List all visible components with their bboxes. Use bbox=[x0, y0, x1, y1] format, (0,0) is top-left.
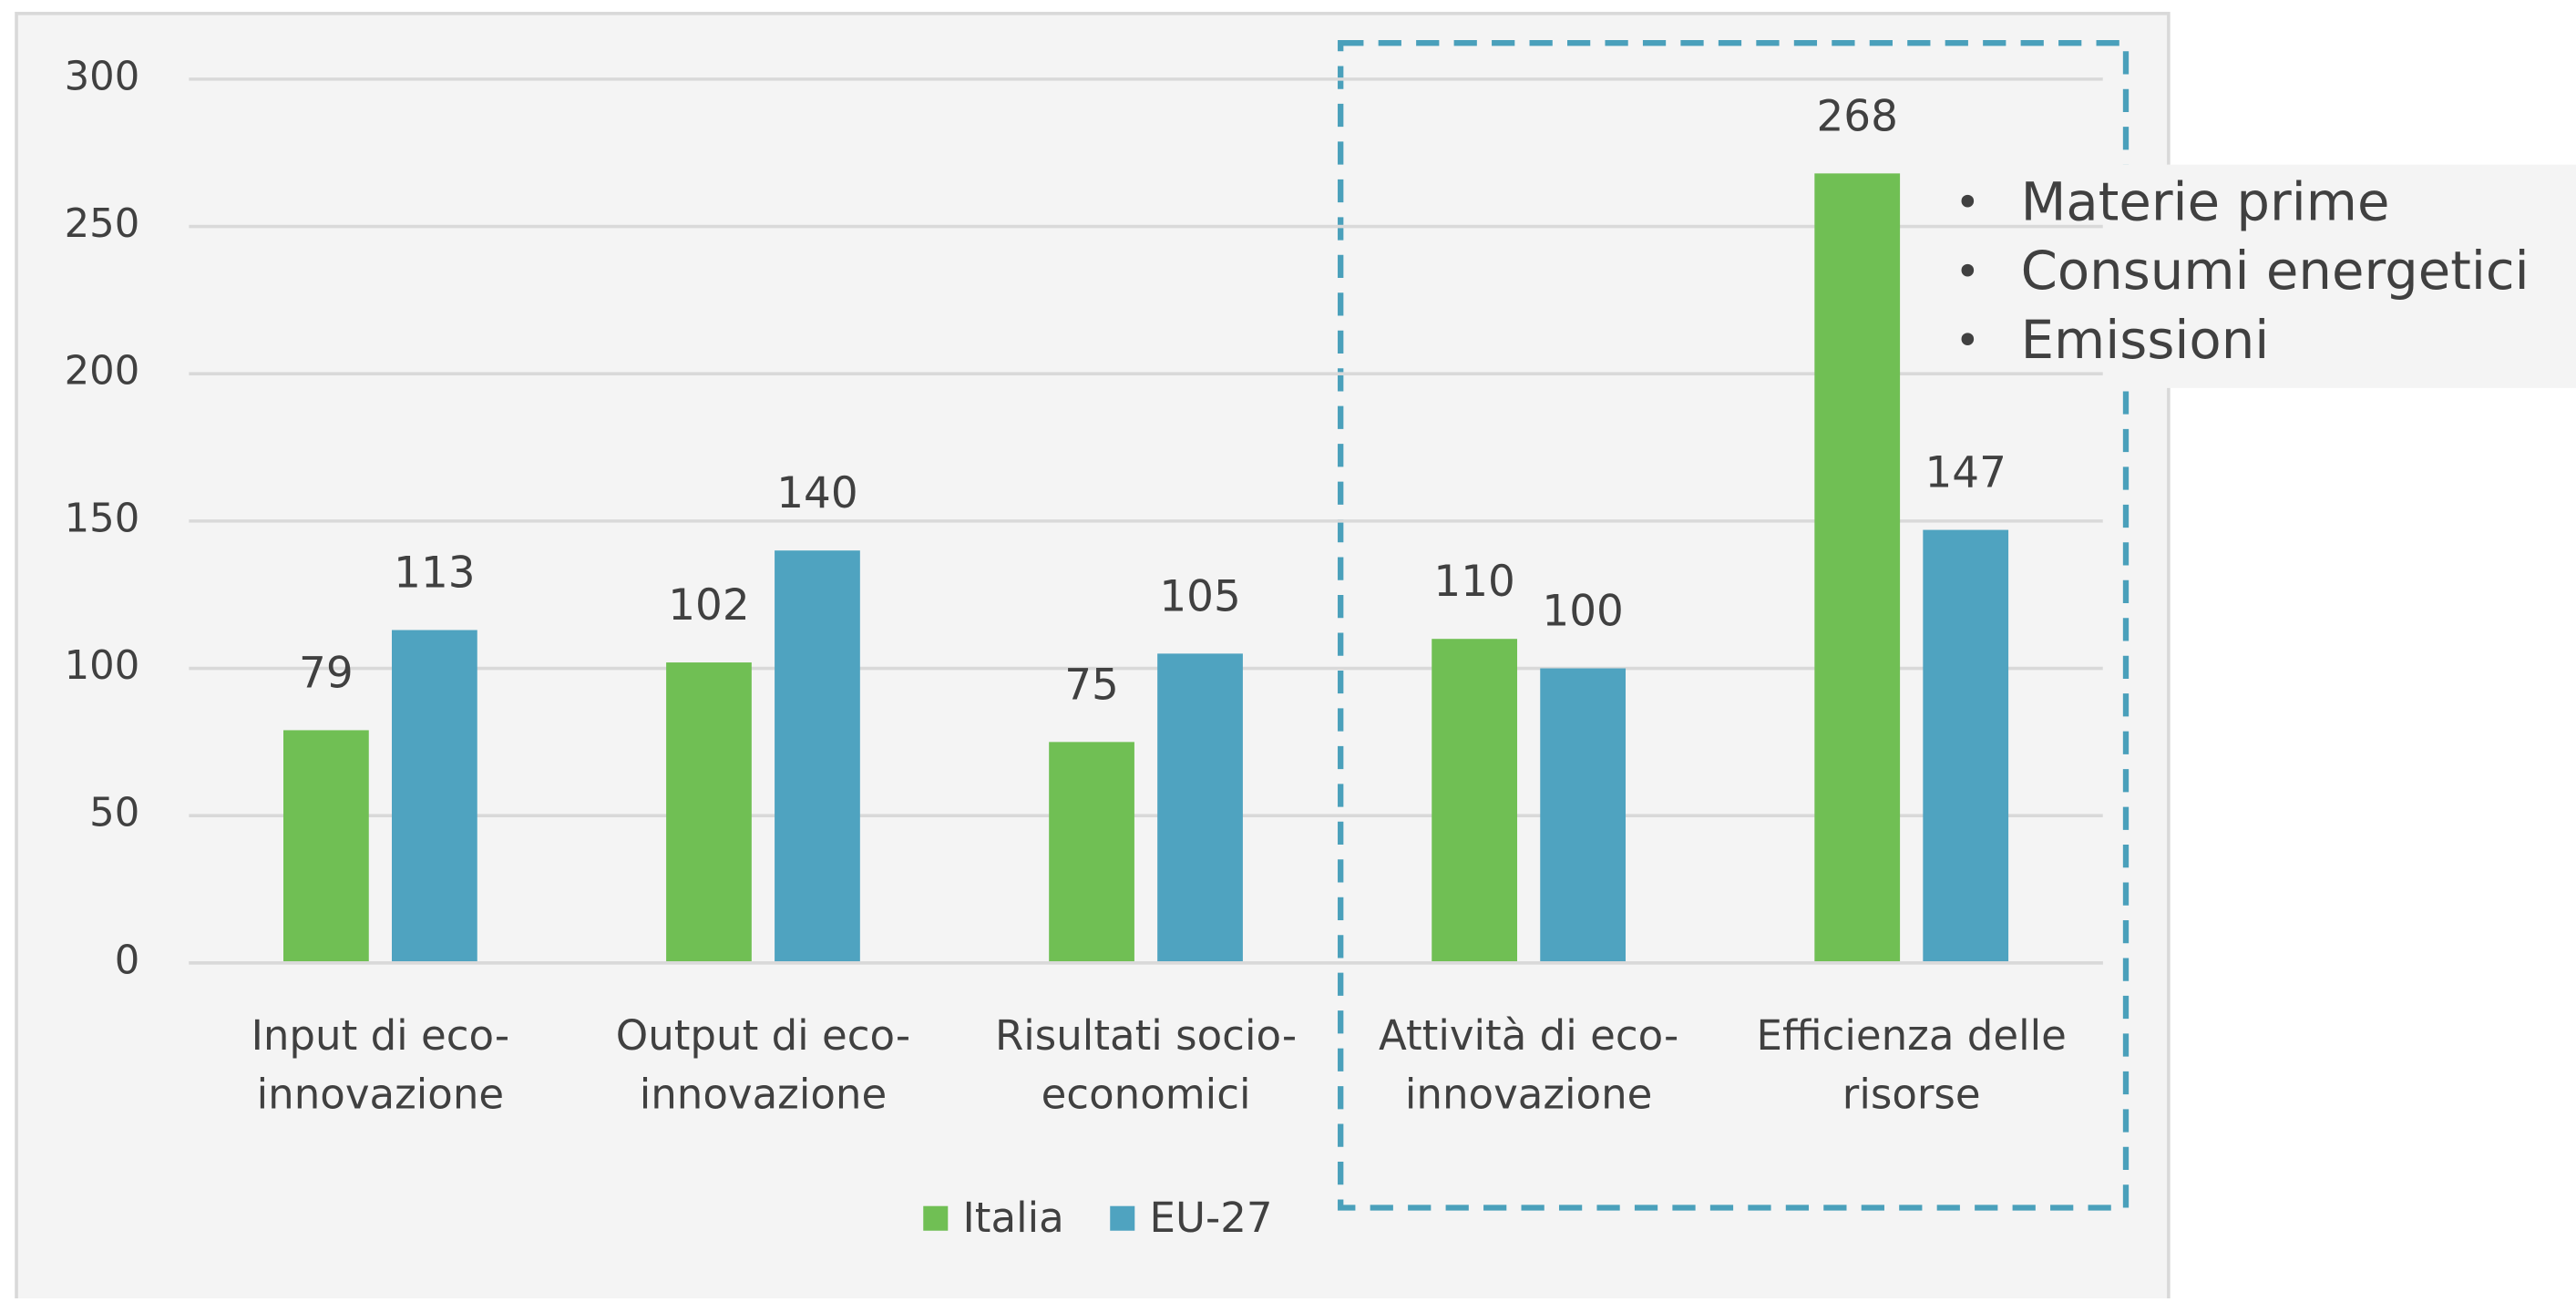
annotation-background bbox=[1938, 164, 2576, 388]
bar bbox=[775, 550, 860, 963]
data-label: 105 bbox=[1159, 571, 1240, 621]
x-tick-line: innovazione bbox=[257, 1071, 505, 1119]
x-tick-label: Risultati socio-economici bbox=[995, 1011, 1297, 1119]
highlight-box bbox=[1338, 40, 2130, 1211]
annotation: Consumi energetici bbox=[2021, 240, 2530, 302]
data-label: 75 bbox=[1064, 660, 1119, 710]
data-label: 100 bbox=[1542, 587, 1623, 637]
data-label: 79 bbox=[299, 648, 354, 698]
bar bbox=[391, 630, 477, 963]
annotation-bullet: • bbox=[1955, 178, 1980, 228]
bar bbox=[1432, 639, 1518, 963]
bar bbox=[1049, 742, 1134, 963]
data-label: 113 bbox=[394, 548, 475, 599]
x-tick-label: Efficienza delle risorse bbox=[1757, 1011, 2067, 1119]
x-tick-label: Attività di eco-innovazione bbox=[1379, 1011, 1678, 1119]
data-label: 140 bbox=[776, 468, 857, 518]
data-label: 110 bbox=[1433, 557, 1514, 607]
x-tick-line: risorse bbox=[1842, 1071, 1981, 1119]
y-tick-label: 0 bbox=[115, 938, 140, 983]
y-tick-label: 150 bbox=[65, 496, 140, 541]
annotation-bullet: • bbox=[1955, 316, 1980, 366]
data-label: 268 bbox=[1816, 91, 1897, 141]
legend-label: EU-27 bbox=[1150, 1194, 1273, 1242]
x-tick-line: Output di eco- bbox=[616, 1011, 910, 1060]
x-tick-line: Risultati socio- bbox=[995, 1011, 1297, 1060]
y-tick-label: 200 bbox=[65, 349, 140, 395]
x-tick-line: innovazione bbox=[640, 1071, 888, 1119]
x-tick-label: Output di eco-innovazione bbox=[616, 1011, 910, 1119]
bar bbox=[666, 662, 752, 963]
legend-swatch bbox=[1110, 1205, 1135, 1231]
y-tick-label: 100 bbox=[65, 643, 140, 689]
legend-swatch bbox=[923, 1205, 949, 1231]
annotation: Emissioni bbox=[2021, 309, 2270, 371]
x-tick-line: Attività di eco- bbox=[1379, 1011, 1678, 1060]
y-tick-label: 50 bbox=[89, 791, 139, 836]
bar bbox=[1540, 668, 1627, 963]
x-tick-line: Input di eco- bbox=[251, 1011, 510, 1060]
bar bbox=[1157, 653, 1243, 963]
annotation-bullet: • bbox=[1955, 247, 1980, 297]
data-label: 102 bbox=[668, 580, 749, 630]
annotation: Materie prime bbox=[2021, 170, 2390, 232]
legend-label: Italia bbox=[963, 1194, 1064, 1242]
x-tick-line: innovazione bbox=[1405, 1071, 1653, 1119]
data-label: 147 bbox=[1924, 448, 2006, 498]
x-tick-label: Input di eco-innovazione bbox=[251, 1011, 510, 1119]
bar bbox=[1923, 529, 2009, 963]
y-tick-label: 300 bbox=[65, 54, 140, 99]
y-tick-label: 250 bbox=[65, 201, 140, 247]
chart-background bbox=[15, 11, 2171, 1302]
x-tick-line: economici bbox=[1042, 1071, 1251, 1119]
x-tick-line: Efficienza delle bbox=[1757, 1011, 2067, 1060]
bar bbox=[1814, 173, 1901, 963]
bar bbox=[283, 730, 369, 963]
